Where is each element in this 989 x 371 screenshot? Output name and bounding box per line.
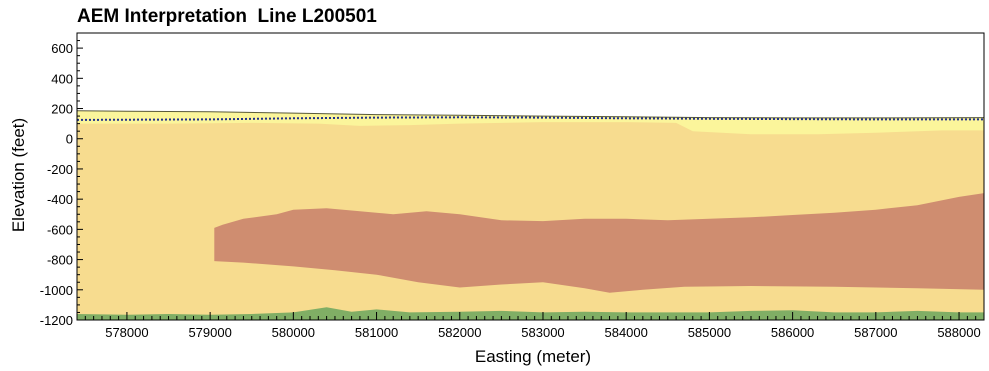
x-tick-label: 579000 <box>188 325 231 340</box>
x-tick-label: 582000 <box>438 325 481 340</box>
chart-title: AEM Interpretation Line L200501 <box>77 6 377 27</box>
x-axis-title: Easting (meter) <box>475 347 591 366</box>
x-tick-label: 588000 <box>937 325 980 340</box>
y-tick-label: -200 <box>47 162 73 177</box>
y-axis: 600 400 200 0 -200 -400 -600 -800 -1000 -1200 <box>40 32 83 328</box>
x-tick-label: 587000 <box>854 325 897 340</box>
plot-area <box>76 110 985 320</box>
y-tick-label: -800 <box>47 253 73 268</box>
x-tick-label: 580000 <box>272 325 315 340</box>
y-tick-label: 400 <box>51 71 73 86</box>
y-tick-label: -1000 <box>40 283 73 298</box>
x-tick-label: 586000 <box>771 325 814 340</box>
y-tick-label: -400 <box>47 192 73 207</box>
surface-unit-area <box>77 110 984 135</box>
x-axis: 578000 579000 580000 581000 582000 583000 5840… <box>76 312 985 340</box>
y-tick-label: -1200 <box>40 313 73 328</box>
y-tick-label: 200 <box>51 102 73 117</box>
ground-surface-line <box>76 110 985 119</box>
x-tick-label: 578000 <box>105 325 148 340</box>
y-tick-label: 0 <box>66 132 73 147</box>
x-tick-label: 584000 <box>604 325 647 340</box>
y-axis-title: Elevation (feet) <box>9 118 28 232</box>
clay-unit-area <box>214 193 985 293</box>
water-table-line <box>76 116 984 121</box>
y-tick-label: -600 <box>47 222 73 237</box>
x-tick-label: 583000 <box>521 325 564 340</box>
y-tick-label: 600 <box>51 41 73 56</box>
x-tick-label: 581000 <box>355 325 398 340</box>
x-tick-label: 585000 <box>688 325 731 340</box>
basal-unit-area <box>77 307 984 320</box>
